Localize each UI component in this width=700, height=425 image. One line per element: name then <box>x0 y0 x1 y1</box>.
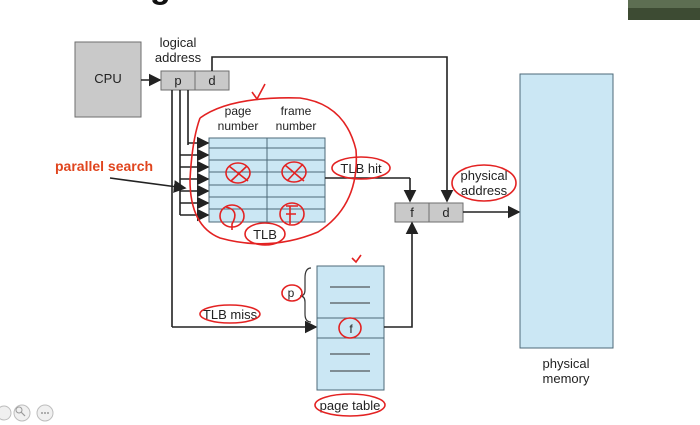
title-fragment: gi <box>150 0 180 6</box>
page-table-p-label: p <box>288 286 295 300</box>
handwritten-annotations <box>189 83 517 417</box>
physical-memory-line1: physical <box>543 356 590 371</box>
logical-address-line2: address <box>155 50 202 65</box>
parallel-search-arrow <box>109 177 187 193</box>
page-table-to-f-arrow <box>384 221 419 328</box>
tlb-table <box>208 137 326 223</box>
physical-memory-line2: memory <box>543 371 590 386</box>
logical-d-label: d <box>208 73 215 88</box>
frame-number-line2: number <box>276 119 317 133</box>
page-table-brace <box>299 267 312 323</box>
physical-address-line2: address <box>461 183 508 198</box>
zoom-in-icon[interactable] <box>0 405 12 421</box>
tlb-miss-label: TLB miss <box>203 307 258 322</box>
physical-f-label: f <box>410 205 414 220</box>
page-table <box>316 265 385 391</box>
offset-route-arrow <box>211 56 454 203</box>
page-number-line2: number <box>218 119 259 133</box>
viewer-controls <box>0 404 54 422</box>
tlb-label: TLB <box>253 227 277 242</box>
page-table-f-label: f <box>349 322 353 336</box>
cpu-label: CPU <box>94 71 121 86</box>
page-number-line1: page <box>225 104 252 118</box>
parallel-search-label: parallel search <box>55 158 153 174</box>
logical-address-line1: logical <box>160 35 197 50</box>
logical-p-label: p <box>174 73 181 88</box>
page-table-label: page table <box>320 398 381 413</box>
frame-number-line1: frame <box>281 104 312 118</box>
tlb-hit-label: TLB hit <box>340 161 382 176</box>
physical-address-line1: physical <box>461 168 508 183</box>
video-thumbnail-top <box>628 0 700 8</box>
physical-memory-box <box>519 73 614 349</box>
physical-d-label: d <box>442 205 449 220</box>
